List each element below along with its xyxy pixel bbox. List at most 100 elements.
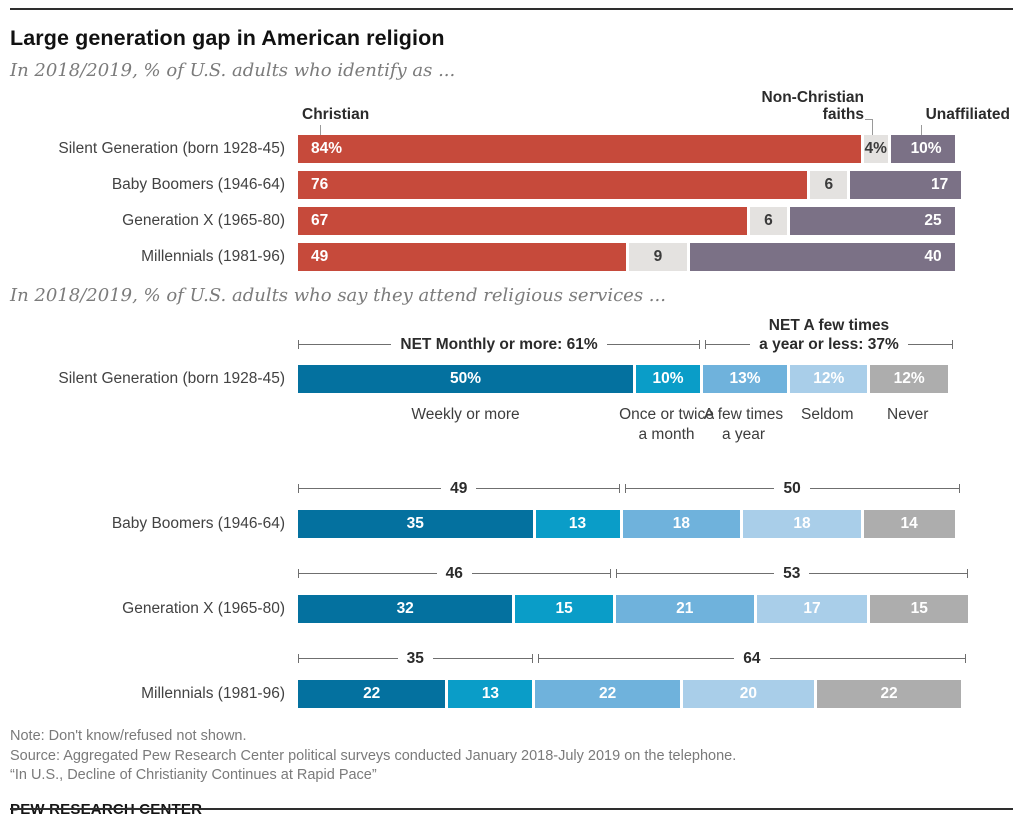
row-label: Generation X (1965-80) [122, 600, 285, 617]
bar-row: Silent Generation (born 1928-45) 84% 4% 10% [10, 135, 1013, 163]
unaffiliated-tick-connector [921, 125, 922, 135]
bracket-tick [618, 484, 620, 493]
bracket-line [706, 344, 751, 345]
bar-segment-value: 13 [568, 515, 587, 532]
row-label: Millennials (1981-96) [141, 685, 285, 702]
bar-segment-value: 40 [924, 248, 942, 265]
source-line: Source: Aggregated Pew Research Center p… [10, 747, 737, 764]
bracket-tick [965, 654, 967, 663]
row-label: Baby Boomers (1946-64) [111, 515, 285, 532]
bar-segment-value: 50% [449, 370, 482, 387]
bar-row: Generation X (1965-80) 67 6 25 [10, 207, 1013, 235]
bar-track: 50% 10% 13% 12% 12% [298, 365, 968, 393]
net-bracket-row: 46 53 [298, 559, 969, 583]
bar-segment: 6 [746, 207, 788, 235]
row-label: Millennials (1981-96) [141, 248, 285, 265]
legend-christian: Christian [302, 106, 370, 123]
bar-segment-value: 10% [652, 370, 684, 387]
bar-track: 67 6 25 [298, 207, 968, 235]
bracket-line [432, 658, 532, 659]
bar-segment: 76 [298, 171, 808, 199]
category-label: Once or twice a month [619, 406, 714, 443]
category-label: Never [887, 406, 929, 423]
chart2-blocks: NET Monthly or more: 61% NET A few times a… [10, 312, 1013, 708]
chart2-subtitle: In 2018/2019, % of U.S. adults who say t… [10, 285, 666, 306]
bar-segment-value: 15 [555, 600, 573, 617]
bar-segment-value: 17 [803, 600, 821, 617]
bar-segment-value: 84% [311, 140, 343, 157]
bar-segment-value: 35 [406, 515, 424, 532]
bracket-line [476, 488, 619, 489]
net-monthly-bracket: NET Monthly or more: 61% [298, 312, 700, 354]
net-monthly-bracket: 49 [298, 474, 620, 498]
bar-segment-value: 14 [900, 515, 918, 532]
bar-segment: 10% [633, 365, 700, 393]
bar-segment-value: 22 [363, 685, 381, 702]
bar-segment: 20 [679, 680, 814, 708]
bar-segment: 32 [298, 595, 513, 623]
bracket-tick [958, 484, 960, 493]
bracket-tick [298, 340, 299, 349]
bracket-tick [531, 654, 533, 663]
bar-segment-value: 22 [599, 685, 617, 702]
bar-row: Millennials (1981-96) 22 13 22 20 22 [10, 680, 1013, 708]
bar-segment-value: 4% [864, 140, 887, 157]
bracket-line [625, 488, 775, 489]
non-christian-elbow-connector [865, 119, 873, 135]
category-label: Seldom [801, 406, 854, 423]
bracket-tick [609, 569, 611, 578]
bar-track: 22 13 22 20 22 [298, 680, 968, 708]
page-title: Large generation gap in American religio… [10, 26, 445, 50]
row-label: Baby Boomers (1946-64) [111, 176, 285, 193]
bar-row: Generation X (1965-80) 32 15 21 17 15 [10, 595, 1013, 623]
bar-track: 84% 4% 10% [298, 135, 968, 163]
bracket-tick [699, 340, 700, 349]
net-few-times-bracket: 50 [624, 474, 960, 498]
generation-block: 35 64 Millennials (1981-96) 22 13 22 20 22 [10, 644, 1013, 708]
bar-segment: 25 [787, 207, 955, 235]
generation-block: 49 50 Baby Boomers (1946-64) 35 13 18 18 14 [10, 474, 1013, 538]
bar-segment: 13 [445, 680, 533, 708]
bar-segment: 17 [847, 171, 962, 199]
bar-segment: 49 [298, 243, 627, 271]
generation-block: 46 53 Generation X (1965-80) 32 15 21 17 15 [10, 559, 1013, 623]
bar-segment-value: 17 [931, 176, 949, 193]
bar-segment-value: 6 [824, 176, 834, 193]
bar-segment: 22 [813, 680, 962, 708]
attendance-category-labels: Weekly or more Once or twice a month A few … [298, 401, 968, 453]
bar-segment: 50% [298, 365, 633, 393]
bar-segment-value: 32 [396, 600, 414, 617]
net-few-times-bracket: NET A few times a year or less: 37% [705, 312, 953, 354]
category-label: A few times a year [703, 406, 784, 443]
bracket-tick [298, 569, 299, 578]
bar-segment: 18 [740, 510, 861, 538]
bar-segment: 18 [619, 510, 741, 538]
bar-segment: 4% [860, 135, 888, 163]
category-label: Weekly or more [411, 406, 520, 423]
bracket-line [299, 344, 392, 345]
bar-segment: 22 [532, 680, 680, 708]
christian-tick-connector [320, 125, 321, 135]
bracket-line [616, 573, 775, 574]
net-bracket-row: NET Monthly or more: 61% NET A few times a… [298, 312, 968, 354]
bracket-line [299, 658, 398, 659]
bracket-line [538, 658, 735, 659]
bar-track: 76 6 17 [298, 171, 968, 199]
bar-segment-value: 9 [653, 248, 663, 265]
bar-segment: 6 [807, 171, 848, 199]
bar-segment: 15 [867, 595, 968, 623]
net-label: 49 [450, 480, 468, 497]
footnotes: Note: Don't know/refused not shown. Sour… [10, 727, 1013, 786]
bottom-rule [10, 808, 1013, 810]
bar-segment: 10% [887, 135, 955, 163]
bracket-tick [624, 484, 626, 493]
row-label: Silent Generation (born 1928-45) [58, 370, 285, 387]
note-line: Note: Don't know/refused not shown. [10, 728, 247, 744]
chart1-legend: Christian Non-Christian faiths Unaffiliat… [298, 85, 1010, 135]
net-label: 35 [406, 650, 424, 667]
bar-segment-value: 20 [739, 685, 757, 702]
bar-segment-value: 21 [676, 600, 694, 617]
chart1-subtitle: In 2018/2019, % of U.S. adults who ident… [10, 60, 456, 81]
bar-segment-value: 10% [910, 140, 942, 157]
